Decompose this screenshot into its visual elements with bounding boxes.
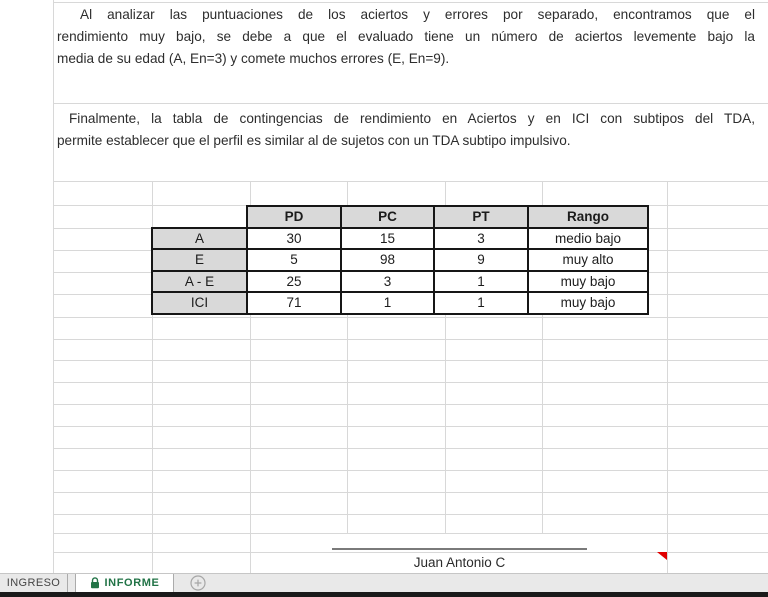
- table-cell[interactable]: muy bajo: [527, 269, 649, 293]
- gridline: [347, 180, 348, 533]
- table-cell[interactable]: 1: [433, 269, 529, 293]
- table-cell[interactable]: medio bajo: [527, 226, 649, 250]
- sheet-tab-bar: INGRESO INFORME: [0, 573, 768, 593]
- gridline: [53, 316, 768, 318]
- gridline: [444, 180, 446, 533]
- gridline: [53, 448, 768, 449]
- signature-name[interactable]: Juan Antonio C: [413, 554, 506, 570]
- gridline: [53, 491, 768, 493]
- table-cell[interactable]: 25: [246, 269, 342, 293]
- gridline: [151, 180, 153, 573]
- gridline: [53, 1, 768, 3]
- gridline: [53, 426, 768, 428]
- table-cell[interactable]: 98: [340, 248, 435, 272]
- sheet-tab-informe[interactable]: INFORME: [75, 574, 174, 593]
- table-cell[interactable]: 1: [340, 291, 435, 315]
- lock-icon: [90, 577, 100, 589]
- column-header-rango[interactable]: Rango: [527, 205, 649, 229]
- paragraph-line: Finalmente, la tabla de contingencias de…: [69, 111, 755, 126]
- column-header-pc[interactable]: PC: [340, 205, 435, 229]
- table-cell[interactable]: 5: [246, 248, 342, 272]
- gridline: [53, 404, 768, 406]
- table-cell[interactable]: 1: [433, 291, 529, 315]
- table-row: ICI 71 1 1 muy bajo: [151, 291, 649, 315]
- column-header-pd[interactable]: PD: [246, 205, 342, 229]
- window-bottom-edge: [0, 591, 768, 597]
- table-header-row: PD PC PT Rango: [152, 205, 649, 229]
- table-cell[interactable]: 3: [433, 226, 529, 250]
- table-cell[interactable]: 15: [340, 226, 435, 250]
- report-paragraph-1[interactable]: Al analizar las puntuaciones de los acie…: [57, 4, 755, 70]
- paragraph-line: media de su edad (A, En=3) y comete much…: [57, 51, 450, 66]
- contingency-table: PD PC PT Rango A 30 15 3 medio bajo E 5 …: [151, 205, 649, 315]
- table-cell[interactable]: 30: [246, 226, 342, 250]
- gridline: [53, 551, 768, 553]
- table-cell[interactable]: 9: [433, 248, 529, 272]
- add-sheet-button[interactable]: [178, 574, 218, 593]
- gridline: [666, 180, 668, 573]
- row-label[interactable]: A - E: [151, 269, 248, 293]
- gridline: [53, 103, 768, 104]
- gridline: [53, 382, 768, 384]
- gridline: [53, 0, 54, 573]
- table-row: A - E 25 3 1 muy bajo: [151, 269, 649, 293]
- report-paragraph-2[interactable]: Finalmente, la tabla de contingencias de…: [57, 108, 755, 152]
- table-row: A 30 15 3 medio bajo: [151, 226, 649, 250]
- gridline: [53, 469, 768, 471]
- row-label[interactable]: A: [151, 226, 248, 250]
- sheet-tab-ingreso[interactable]: INGRESO: [0, 574, 68, 593]
- gridline: [53, 338, 768, 340]
- sheet-tab-label: INFORME: [104, 577, 160, 590]
- plus-circle-icon: [190, 575, 206, 591]
- table-row: E 5 98 9 muy alto: [151, 248, 649, 272]
- table-corner-blank: [152, 206, 247, 228]
- signature-line: [332, 547, 587, 550]
- row-label[interactable]: E: [151, 248, 248, 272]
- gridline: [53, 360, 768, 362]
- gridline: [53, 532, 768, 534]
- gridline: [542, 180, 543, 533]
- row-label[interactable]: ICI: [151, 291, 248, 315]
- paragraph-line: permite establecer que el perfil es simi…: [57, 133, 571, 148]
- gridline: [53, 513, 768, 515]
- comment-marker-icon[interactable]: [657, 551, 667, 560]
- table-cell[interactable]: muy alto: [527, 248, 649, 272]
- column-header-pt[interactable]: PT: [433, 205, 529, 229]
- gridline: [53, 180, 768, 182]
- paragraph-line: Al analizar las puntuaciones de los acie…: [80, 7, 755, 22]
- sheet-tab-label: INGRESO: [6, 577, 61, 590]
- table-cell[interactable]: muy bajo: [527, 291, 649, 315]
- table-cell[interactable]: 3: [340, 269, 435, 293]
- table-cell[interactable]: 71: [246, 291, 342, 315]
- paragraph-line: rendimiento muy bajo, se debe a que el e…: [57, 29, 755, 44]
- gridline: [249, 180, 251, 573]
